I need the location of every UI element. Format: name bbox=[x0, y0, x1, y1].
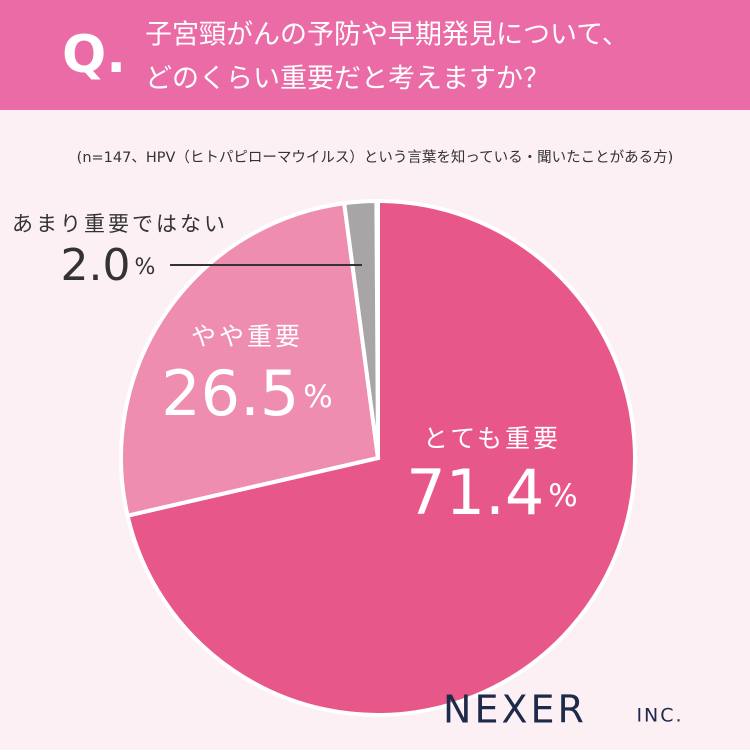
header-band bbox=[0, 0, 750, 110]
slice-label: やや重要 bbox=[191, 322, 303, 351]
value-unit: % bbox=[548, 478, 577, 514]
value-label: 71.4 bbox=[406, 456, 544, 529]
slice-label: あまり重要ではない bbox=[12, 212, 228, 236]
pie bbox=[119, 198, 637, 717]
value-unit: % bbox=[303, 379, 332, 415]
q-mark: Q. bbox=[62, 25, 126, 85]
logo-name: NEXER bbox=[443, 688, 587, 732]
subtitle: (n=147、HPV（ヒトパピローマウイルス）という言葉を知っている・聞いたこと… bbox=[77, 149, 674, 166]
slice-label: とても重要 bbox=[423, 424, 561, 453]
title-line: どのくらい重要だと考えますか？ bbox=[145, 64, 550, 95]
pie-slice bbox=[119, 200, 381, 519]
value-label-group: 2.0% bbox=[61, 240, 156, 291]
value-label-group: 71.4% bbox=[406, 456, 578, 529]
logo-suffix: INC. bbox=[636, 705, 683, 727]
value-label: 26.5 bbox=[161, 357, 299, 430]
pie-slice bbox=[125, 198, 637, 717]
title-line: 子宮頸がんの予防や早期発見について、 bbox=[145, 20, 629, 51]
value-unit: % bbox=[135, 255, 156, 280]
value-label: 2.0 bbox=[61, 240, 131, 291]
value-label-group: 26.5% bbox=[161, 357, 333, 430]
